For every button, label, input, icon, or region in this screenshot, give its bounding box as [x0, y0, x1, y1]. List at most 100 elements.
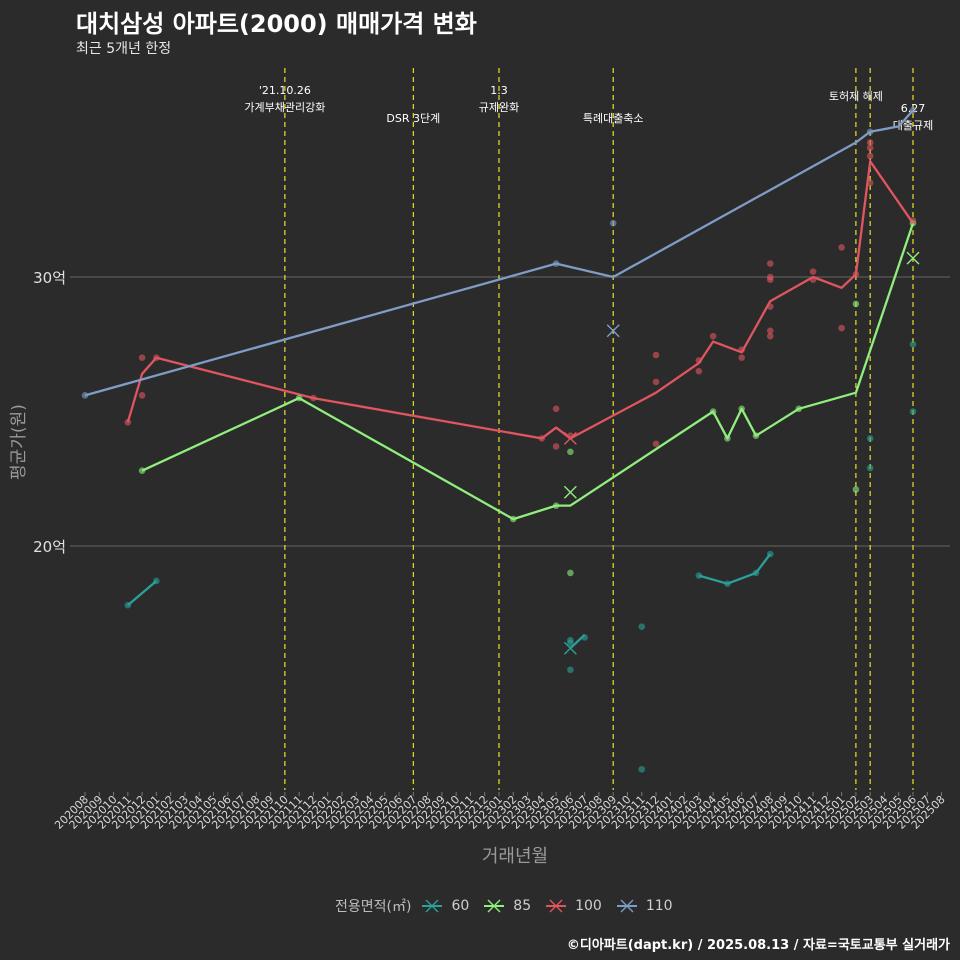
legend-item-60: 60: [421, 897, 469, 915]
legend-label: 110: [645, 898, 673, 914]
event-label: 규제완화: [479, 101, 519, 114]
data-point-100: [838, 324, 845, 332]
data-point-85: [724, 435, 731, 442]
data-point-100: [866, 144, 874, 152]
data-point-60: [638, 623, 646, 630]
data-point-85: [567, 569, 574, 577]
data-point-100: [738, 354, 745, 362]
data-point-110: [81, 392, 89, 399]
data-point-100: [866, 152, 874, 160]
data-point-100: [552, 443, 560, 450]
data-point-60: [124, 601, 132, 609]
median-marker-110: [606, 324, 620, 338]
legend-key-x: [620, 899, 634, 913]
legend-key-x: [425, 899, 439, 913]
legend-key-x: [487, 899, 501, 913]
data-point-60: [638, 765, 646, 773]
data-point-60: [695, 572, 703, 579]
data-point-100: [552, 405, 560, 413]
data-point-100: [809, 268, 817, 275]
data-point-100: [695, 357, 703, 364]
series-line-60: [698, 553, 772, 585]
data-point-100: [652, 351, 660, 359]
x-axis-label: 거래년월: [481, 846, 549, 867]
data-point-100: [124, 418, 132, 426]
data-point-85: [567, 448, 574, 456]
median-marker-85: [563, 485, 577, 499]
legend-label: 60: [451, 898, 470, 914]
legend-label: 100: [575, 898, 602, 914]
data-point-100: [866, 139, 874, 146]
data-point-85: [738, 405, 745, 413]
data-point-100: [652, 378, 660, 386]
data-point-85: [709, 408, 717, 415]
data-point-100: [809, 276, 817, 283]
data-point-60: [909, 408, 917, 415]
data-point-100: [766, 260, 774, 267]
data-point-100: [652, 440, 660, 448]
data-point-100: [538, 435, 546, 442]
data-point-100: [909, 217, 917, 224]
legend-label: 85: [513, 898, 532, 914]
data-point-60: [567, 666, 574, 674]
chart-subtitle: 최근 5개년 한정: [76, 41, 172, 57]
legend-key-x: [549, 899, 563, 913]
data-point-85: [138, 467, 146, 474]
data-point-60: [866, 464, 874, 472]
data-point-100: [695, 367, 703, 375]
y-tick-label: 30억: [33, 269, 66, 287]
legend-key-100: [546, 899, 567, 913]
median-marker-60: [563, 641, 577, 655]
data-point-100: [838, 244, 845, 251]
legend-key-85: [484, 899, 505, 913]
data-point-60: [752, 569, 760, 577]
data-point-60: [909, 340, 917, 348]
legend-item-110: 110: [616, 897, 673, 915]
series-line-85: [141, 222, 915, 521]
data-point-100: [852, 271, 860, 278]
data-point-100: [138, 354, 146, 362]
data-point-100: [866, 179, 874, 187]
event-label: 1.3: [490, 84, 508, 97]
data-point-110: [909, 106, 917, 114]
data-point-60: [866, 435, 874, 442]
data-point-85: [852, 300, 860, 308]
data-point-60: [581, 634, 588, 641]
event-label: 가계부채관리강화: [244, 101, 325, 114]
data-point-60: [724, 580, 731, 587]
data-point-110: [609, 219, 617, 227]
data-point-110: [866, 128, 874, 136]
data-point-100: [738, 346, 745, 353]
event-label: '21.10.26: [259, 84, 311, 97]
legend: 전용면적(㎡) 60 85 100 110: [335, 896, 687, 916]
data-point-85: [752, 432, 760, 440]
y-tick-label: 20억: [33, 538, 66, 556]
data-point-100: [766, 276, 774, 283]
data-point-60: [153, 577, 160, 585]
chart-title: 대치삼성 아파트(2000) 매매가격 변화: [76, 10, 477, 38]
legend-key-60: [422, 899, 443, 913]
data-point-100: [766, 303, 774, 310]
event-label: 토허제 해제: [829, 89, 883, 103]
data-point-85: [295, 394, 303, 402]
median-marker-100: [563, 431, 577, 445]
series-line-100: [126, 160, 914, 440]
data-point-100: [766, 332, 774, 340]
legend-item-85: 85: [483, 897, 531, 915]
data-point-110: [552, 260, 560, 267]
event-label: DSR 3단계: [386, 112, 440, 125]
legend-title: 전용면적(㎡): [335, 899, 412, 915]
data-point-100: [766, 327, 774, 335]
legend-item-100: 100: [545, 897, 602, 915]
data-point-60: [567, 636, 574, 644]
data-point-85: [509, 515, 517, 523]
source-caption: ©디아파트(dapt.kr) / 2025.08.13 / 자료=국토교통부 실…: [566, 938, 950, 953]
data-point-85: [795, 405, 803, 413]
series-line-60: [127, 580, 158, 607]
event-label: 특례대출축소: [583, 112, 644, 125]
data-point-60: [766, 550, 774, 558]
data-point-100: [709, 332, 717, 340]
data-point-85: [852, 486, 860, 493]
data-point-100: [310, 394, 317, 402]
